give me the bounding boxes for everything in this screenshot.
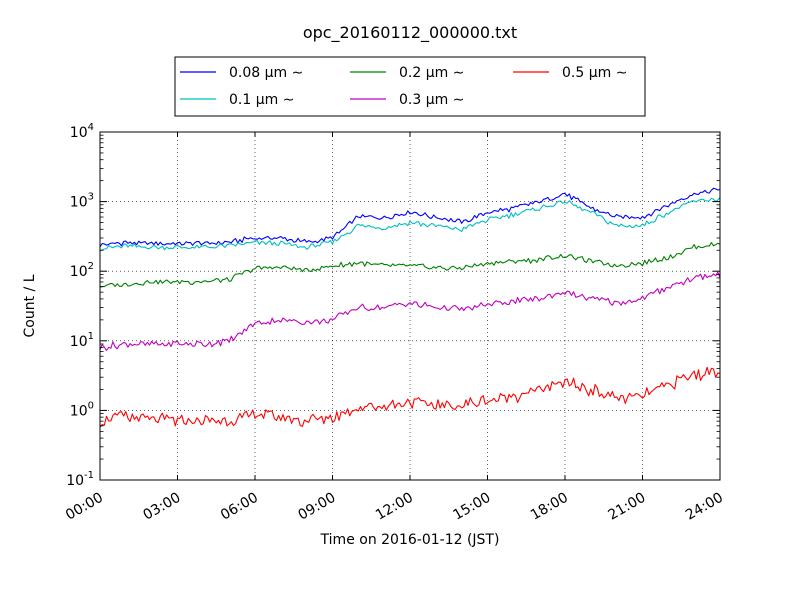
legend-label-4: 0.3 μm ∼ xyxy=(399,92,464,108)
y-tick-label: 104 xyxy=(70,122,94,141)
series-line-4 xyxy=(99,271,721,352)
y-tick-label: 103 xyxy=(70,192,94,211)
chart-title: opc_20160112_000000.txt xyxy=(303,23,517,43)
series-lines xyxy=(99,187,721,428)
legend: 0.08 μm ∼ 0.1 μm ∼ 0.2 μm ∼ 0.3 μm ∼ 0.5 μm … xyxy=(174,56,646,117)
grid-lines xyxy=(100,132,720,480)
y-tick-label: 10-1 xyxy=(66,470,94,489)
legend-label-2: 0.1 μm ∼ xyxy=(229,92,294,108)
legend-box xyxy=(174,56,646,117)
y-axis-label: Count / L xyxy=(22,274,38,337)
x-axis-label: Time on 2016-01-12 (JST) xyxy=(320,532,500,548)
legend-label-1: 0.08 μm ∼ xyxy=(229,65,303,81)
y-tick-label: 101 xyxy=(70,331,94,350)
series-line-3 xyxy=(99,242,721,288)
legend-label-3: 0.2 μm ∼ xyxy=(399,65,464,81)
y-tick-label: 102 xyxy=(70,261,94,280)
series-line-2 xyxy=(99,197,721,252)
y-tick-label: 100 xyxy=(70,400,94,419)
legend-label-5: 0.5 μm ∼ xyxy=(562,65,627,81)
series-line-5 xyxy=(99,366,721,428)
series-line-1 xyxy=(99,187,721,248)
